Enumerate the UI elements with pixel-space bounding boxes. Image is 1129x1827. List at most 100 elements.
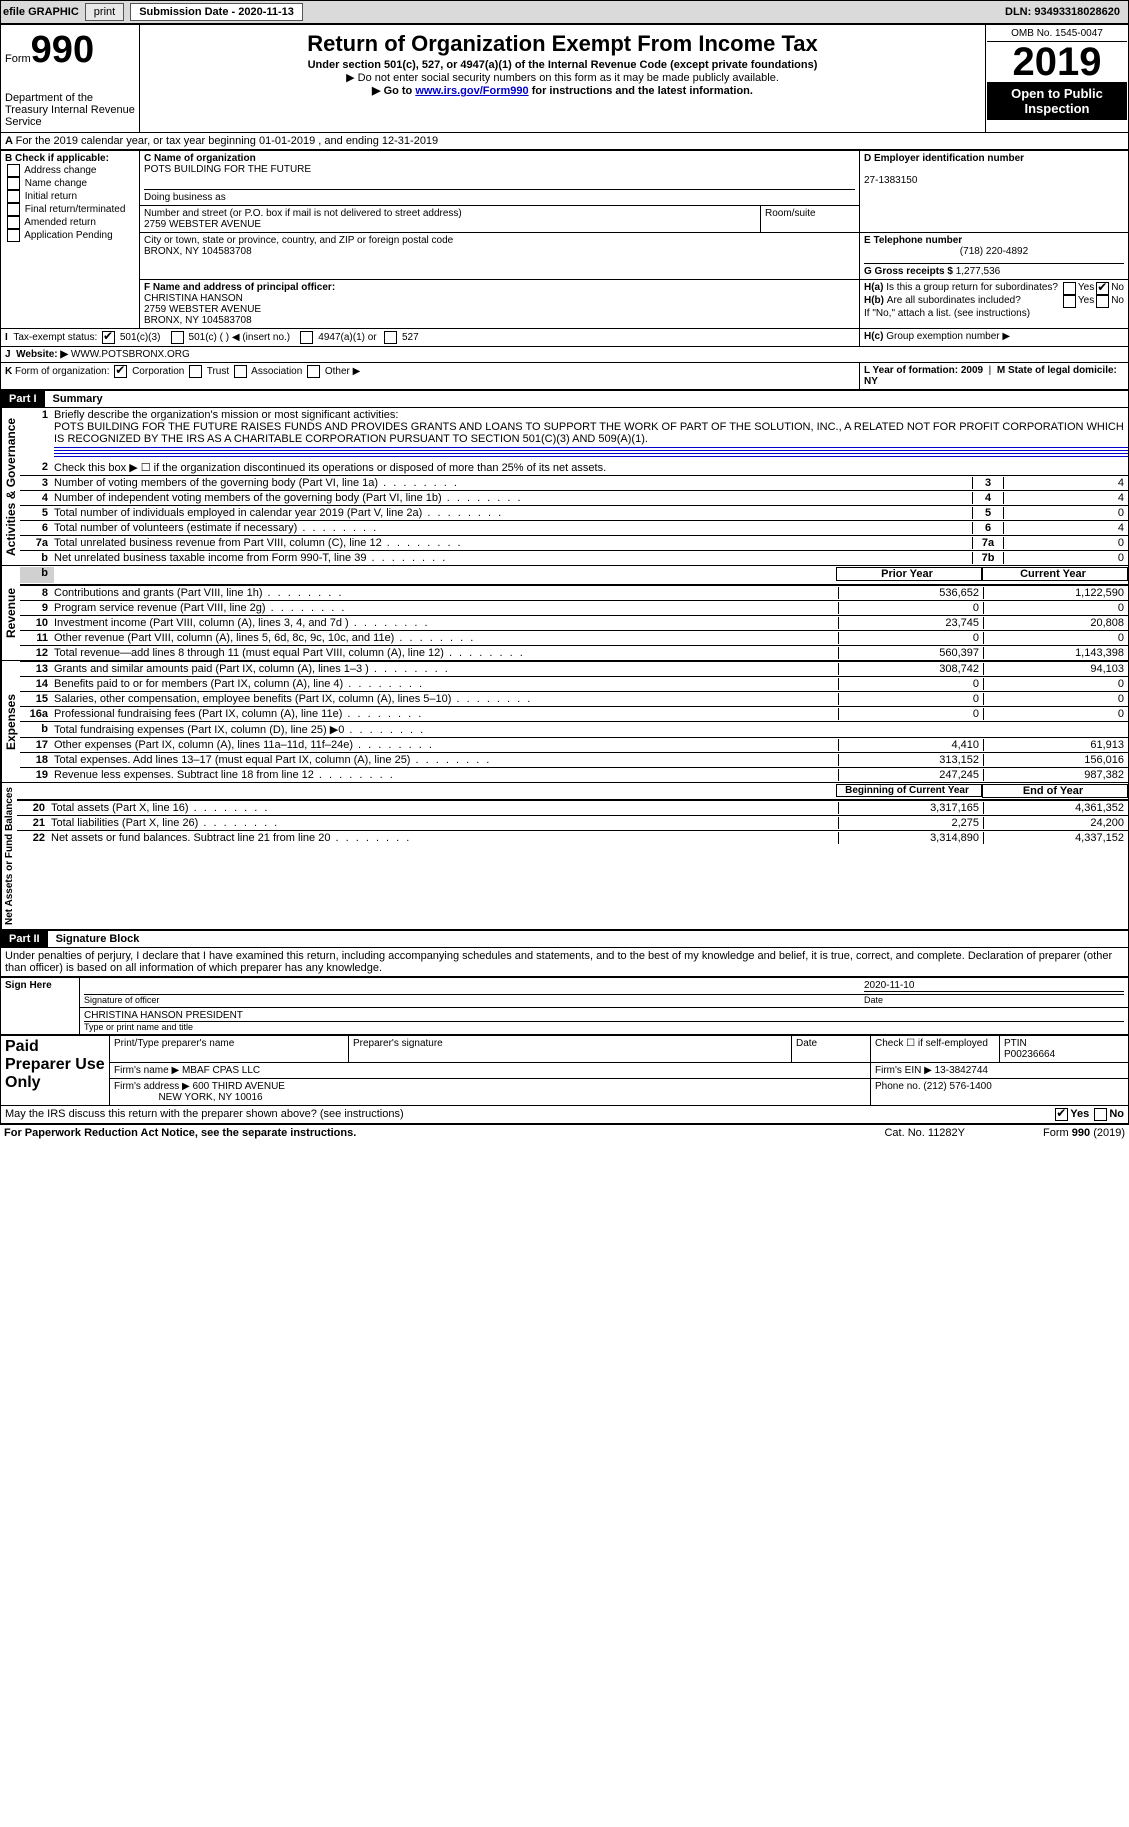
- b-check[interactable]: [7, 177, 20, 190]
- note-ssn: ▶ Do not enter social security numbers o…: [144, 71, 981, 84]
- i-501c3[interactable]: [102, 331, 115, 344]
- officer-name: CHRISTINA HANSON: [144, 293, 243, 304]
- gross-receipts: 1,277,536: [956, 266, 1001, 277]
- line-value: 0: [1004, 507, 1128, 519]
- line-box: 5: [972, 507, 1004, 519]
- discuss-no[interactable]: [1094, 1108, 1107, 1121]
- form-number: 990: [31, 29, 94, 71]
- discuss-text: May the IRS discuss this return with the…: [5, 1108, 1053, 1121]
- line-text: Program service revenue (Part VIII, line…: [54, 602, 838, 614]
- b-check[interactable]: [7, 229, 20, 242]
- line-text: Grants and similar amounts paid (Part IX…: [54, 663, 838, 675]
- expenses-section: Expenses 13Grants and similar amounts pa…: [0, 661, 1129, 783]
- b-item: Name change: [5, 177, 135, 190]
- dln: DLN: 93493318028620: [1005, 6, 1120, 18]
- efile-label: efile GRAPHIC: [3, 6, 79, 18]
- current-value: 0: [983, 708, 1128, 720]
- line-text: Other expenses (Part IX, column (A), lin…: [54, 739, 838, 751]
- hb-yes[interactable]: [1063, 295, 1076, 308]
- part1-title: Summary: [45, 391, 111, 407]
- prior-value: 23,745: [838, 617, 983, 629]
- street: 2759 WEBSTER AVENUE: [144, 219, 261, 230]
- line-box: 4: [972, 492, 1004, 504]
- b-check[interactable]: [7, 216, 20, 229]
- website: WWW.POTSBRONX.ORG: [71, 349, 190, 360]
- j-label: Website: ▶: [16, 349, 68, 360]
- line-text: Investment income (Part VIII, column (A)…: [54, 617, 838, 629]
- k-label: Form of organization:: [15, 366, 110, 377]
- footer-left: For Paperwork Reduction Act Notice, see …: [4, 1127, 884, 1139]
- officer-city: BRONX, NY 104583708: [144, 315, 252, 326]
- dept-label: Department of the Treasury Internal Reve…: [5, 92, 135, 128]
- k-corp[interactable]: [114, 365, 127, 378]
- b-item: Final return/terminated: [5, 203, 135, 216]
- current-value: 94,103: [983, 663, 1128, 675]
- b-check[interactable]: [7, 164, 20, 177]
- b-check[interactable]: [7, 190, 20, 203]
- ha-yes[interactable]: [1063, 282, 1076, 295]
- irs-link[interactable]: www.irs.gov/Form990: [415, 85, 528, 97]
- f-label: F Name and address of principal officer:: [144, 282, 335, 293]
- officer-printed-name: CHRISTINA HANSON PRESIDENT: [84, 1010, 1124, 1022]
- i-501c[interactable]: [171, 331, 184, 344]
- part1-header: Part I Summary: [0, 390, 1129, 408]
- officer-sub-label: Type or print name and title: [84, 1022, 1124, 1032]
- line-text: Total liabilities (Part X, line 26): [51, 817, 838, 829]
- line-value: 0: [1004, 552, 1128, 564]
- firm-name: MBAF CPAS LLC: [182, 1065, 260, 1076]
- footer-right: Form 990 (2019): [965, 1127, 1125, 1139]
- officer-street: 2759 WEBSTER AVENUE: [144, 304, 261, 315]
- k-trust[interactable]: [189, 365, 202, 378]
- k-other[interactable]: [307, 365, 320, 378]
- prep-sig-header: Preparer's signature: [349, 1036, 792, 1063]
- prior-value: 0: [838, 693, 983, 705]
- prior-value: 3,314,890: [838, 832, 983, 844]
- discuss-row: May the IRS discuss this return with the…: [0, 1106, 1129, 1124]
- hb-no[interactable]: [1096, 295, 1109, 308]
- sig-date-label: Date: [864, 995, 1124, 1005]
- current-year-header: Current Year: [982, 567, 1128, 581]
- firm-ein-label: Firm's EIN ▶: [875, 1065, 932, 1076]
- street-label: Number and street (or P.O. box if mail i…: [144, 208, 462, 219]
- line-text: Net assets or fund balances. Subtract li…: [51, 832, 838, 844]
- end-year-header: End of Year: [982, 784, 1128, 798]
- b-check[interactable]: [7, 203, 20, 216]
- print-button[interactable]: print: [85, 3, 124, 21]
- hb-text: Are all subordinates included?: [887, 295, 1061, 308]
- top-bar: efile GRAPHIC print Submission Date - 20…: [0, 0, 1129, 24]
- i-527[interactable]: [384, 331, 397, 344]
- open-inspection: Open to Public Inspection: [987, 82, 1127, 120]
- prior-value: 0: [838, 708, 983, 720]
- i-4947[interactable]: [300, 331, 313, 344]
- current-value: 4,361,352: [983, 802, 1128, 814]
- d-label: D Employer identification number: [864, 153, 1024, 164]
- side-expenses: Expenses: [1, 661, 20, 782]
- line-value: 4: [1004, 492, 1128, 504]
- part1-bar: Part I: [1, 391, 45, 407]
- prior-value: 247,245: [838, 769, 983, 781]
- line-text: Revenue less expenses. Subtract line 18 …: [54, 769, 838, 781]
- line-text: Total number of individuals employed in …: [54, 507, 972, 519]
- preparer-table: Paid Preparer Use Only Print/Type prepar…: [0, 1035, 1129, 1106]
- org-name: POTS BUILDING FOR THE FUTURE: [144, 164, 311, 175]
- line-text: Contributions and grants (Part VIII, lin…: [54, 587, 838, 599]
- k-assoc[interactable]: [234, 365, 247, 378]
- ha-no[interactable]: [1096, 282, 1109, 295]
- prep-phone: (212) 576-1400: [923, 1081, 991, 1092]
- phone: (718) 220-4892: [864, 246, 1124, 257]
- line-text: Total fundraising expenses (Part IX, col…: [54, 723, 838, 736]
- tax-year: 2019: [987, 42, 1127, 82]
- line-text: Salaries, other compensation, employee b…: [54, 693, 838, 705]
- b-item: Initial return: [5, 190, 135, 203]
- current-value: 61,913: [983, 739, 1128, 751]
- phone-label: Phone no.: [875, 1081, 921, 1092]
- begin-year-header: Beginning of Current Year: [836, 784, 982, 797]
- current-value: 1,122,590: [983, 587, 1128, 599]
- info-grid: B Check if applicable: Address change Na…: [0, 150, 1129, 390]
- room-label: Room/suite: [765, 208, 816, 219]
- footer: For Paperwork Reduction Act Notice, see …: [0, 1124, 1129, 1141]
- discuss-yes[interactable]: [1055, 1108, 1068, 1121]
- prior-value: 2,275: [838, 817, 983, 829]
- b-label: B Check if applicable:: [5, 153, 135, 164]
- prior-value: 0: [838, 678, 983, 690]
